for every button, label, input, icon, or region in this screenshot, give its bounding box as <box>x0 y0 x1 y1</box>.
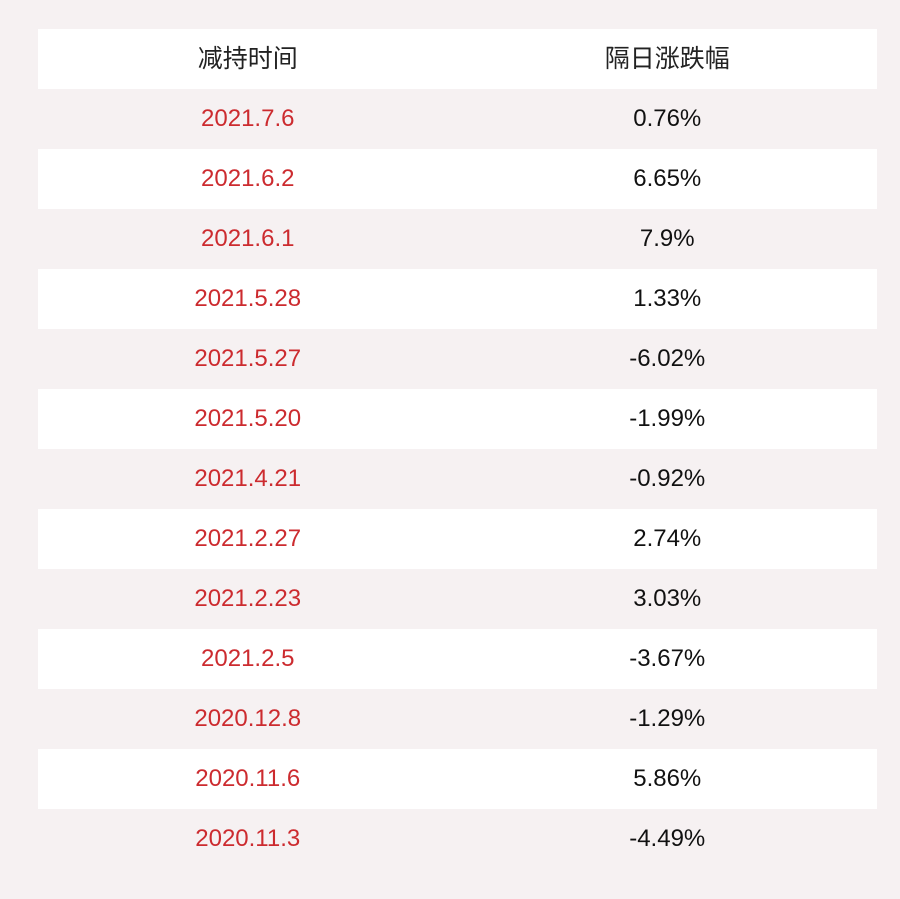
column-header-date: 减持时间 <box>197 45 298 73</box>
cell-date: 2021.5.27 <box>194 345 302 372</box>
cell-change: -4.49% <box>629 825 706 852</box>
cell-date: 2021.6.1 <box>201 225 295 252</box>
cell-change: 3.03% <box>633 585 702 612</box>
table-row: 2020.11.3 -4.49% <box>38 809 877 869</box>
cell-date: 2021.2.27 <box>194 525 302 552</box>
cell-date: 2021.5.28 <box>194 285 302 312</box>
cell-change: -3.67% <box>629 645 706 672</box>
cell-date: 2021.5.20 <box>194 405 302 432</box>
cell-date: 2020.11.6 <box>195 765 301 792</box>
table-row: 2021.2.23 3.03% <box>38 569 877 629</box>
table-header-row: 减持时间 隔日涨跌幅 <box>38 29 877 89</box>
cell-change: 7.9% <box>639 225 695 252</box>
table-row: 2021.5.28 1.33% <box>38 269 877 329</box>
cell-change: 6.65% <box>633 165 702 192</box>
cell-change: -6.02% <box>629 345 706 372</box>
cell-change: -1.29% <box>629 705 706 732</box>
cell-date: 2021.2.23 <box>194 585 302 612</box>
table-row: 2021.4.21 -0.92% <box>38 449 877 509</box>
table-row: 2021.2.27 2.74% <box>38 509 877 569</box>
table-row: 2021.7.6 0.76% <box>38 89 877 149</box>
cell-change: 1.33% <box>633 285 702 312</box>
table-row: 2021.6.2 6.65% <box>38 149 877 209</box>
table-row: 2021.6.1 7.9% <box>38 209 877 269</box>
cell-change: 0.76% <box>633 105 702 132</box>
cell-date: 2021.4.21 <box>194 465 302 492</box>
table-row: 2021.5.20 -1.99% <box>38 389 877 449</box>
table-row: 2021.2.5 -3.67% <box>38 629 877 689</box>
cell-change: -1.99% <box>629 405 706 432</box>
cell-change: 5.86% <box>633 765 702 792</box>
table-row: 2020.12.8 -1.29% <box>38 689 877 749</box>
data-table: 减持时间 隔日涨跌幅 2021.7.6 0.76% 2021.6.2 6.65% 202… <box>38 29 877 869</box>
table-body: 2021.7.6 0.76% 2021.6.2 6.65% 2021.6.1 7.9% 20… <box>38 89 877 869</box>
cell-change: 2.74% <box>633 525 702 552</box>
table-row: 2020.11.6 5.86% <box>38 749 877 809</box>
cell-date: 2021.6.2 <box>201 165 295 192</box>
cell-date: 2020.11.3 <box>195 825 301 852</box>
table-row: 2021.5.27 -6.02% <box>38 329 877 389</box>
cell-change: -0.92% <box>629 465 706 492</box>
column-header-change: 隔日涨跌幅 <box>604 45 730 73</box>
cell-date: 2020.12.8 <box>194 705 302 732</box>
cell-date: 2021.7.6 <box>201 105 295 132</box>
cell-date: 2021.2.5 <box>201 645 295 672</box>
